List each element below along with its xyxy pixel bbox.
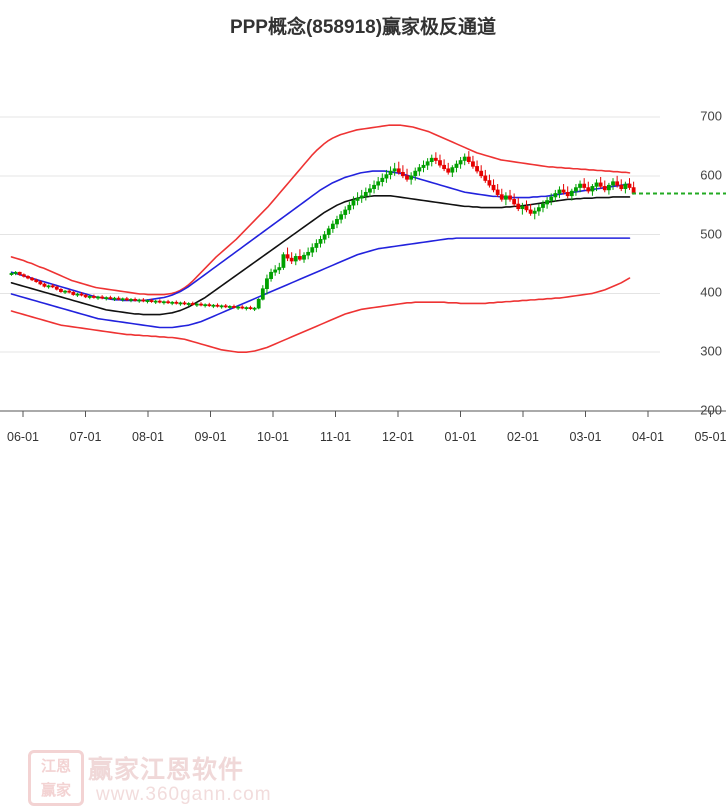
y-axis-tick-label: 500 (700, 226, 722, 242)
x-axis-tick-label: 08-01 (132, 430, 164, 444)
x-axis-tick-label: 12-01 (382, 430, 414, 444)
x-axis-tick-label: 10-01 (257, 430, 289, 444)
chart-canvas (0, 116, 726, 417)
x-axis-tick-label: 09-01 (194, 430, 227, 444)
grid-lines (0, 116, 660, 412)
x-axis-tick-label: 06-01 (7, 430, 39, 444)
watermark-seal: 江恩 赢家 (28, 750, 84, 806)
y-axis-tick-label: 300 (700, 343, 722, 359)
y-axis-tick-label: 700 (700, 108, 722, 124)
candlestick-series (9, 151, 636, 312)
x-axis-tick-label: 04-01 (632, 430, 664, 444)
x-axis-tick-label: 05-01 (694, 430, 726, 444)
watermark-seal-line1: 江恩 (40, 758, 71, 775)
x-axis-tick-label: 03-01 (569, 430, 602, 444)
y-axis-tick-label: 200 (700, 402, 722, 418)
x-axis-tick-label: 07-01 (69, 430, 102, 444)
watermark-seal-line2: 赢家 (40, 782, 71, 799)
stock-chart-app: PPP概念(858918)赢家极反通道 700 600 500 400 300 200 0… (0, 17, 726, 806)
x-axis-tick-label: 02-01 (507, 430, 539, 444)
y-axis-tick-label: 600 (700, 167, 722, 183)
x-axis-tick-label: 01-01 (444, 430, 477, 444)
watermark-brand: 赢家江恩软件 (88, 756, 245, 784)
x-axis-tick-label: 11-01 (319, 430, 352, 444)
y-axis-tick-label: 400 (700, 284, 722, 300)
watermark-url: www.360gann.com (96, 784, 272, 805)
page-title: PPP概念(858918)赢家极反通道 (229, 17, 497, 38)
